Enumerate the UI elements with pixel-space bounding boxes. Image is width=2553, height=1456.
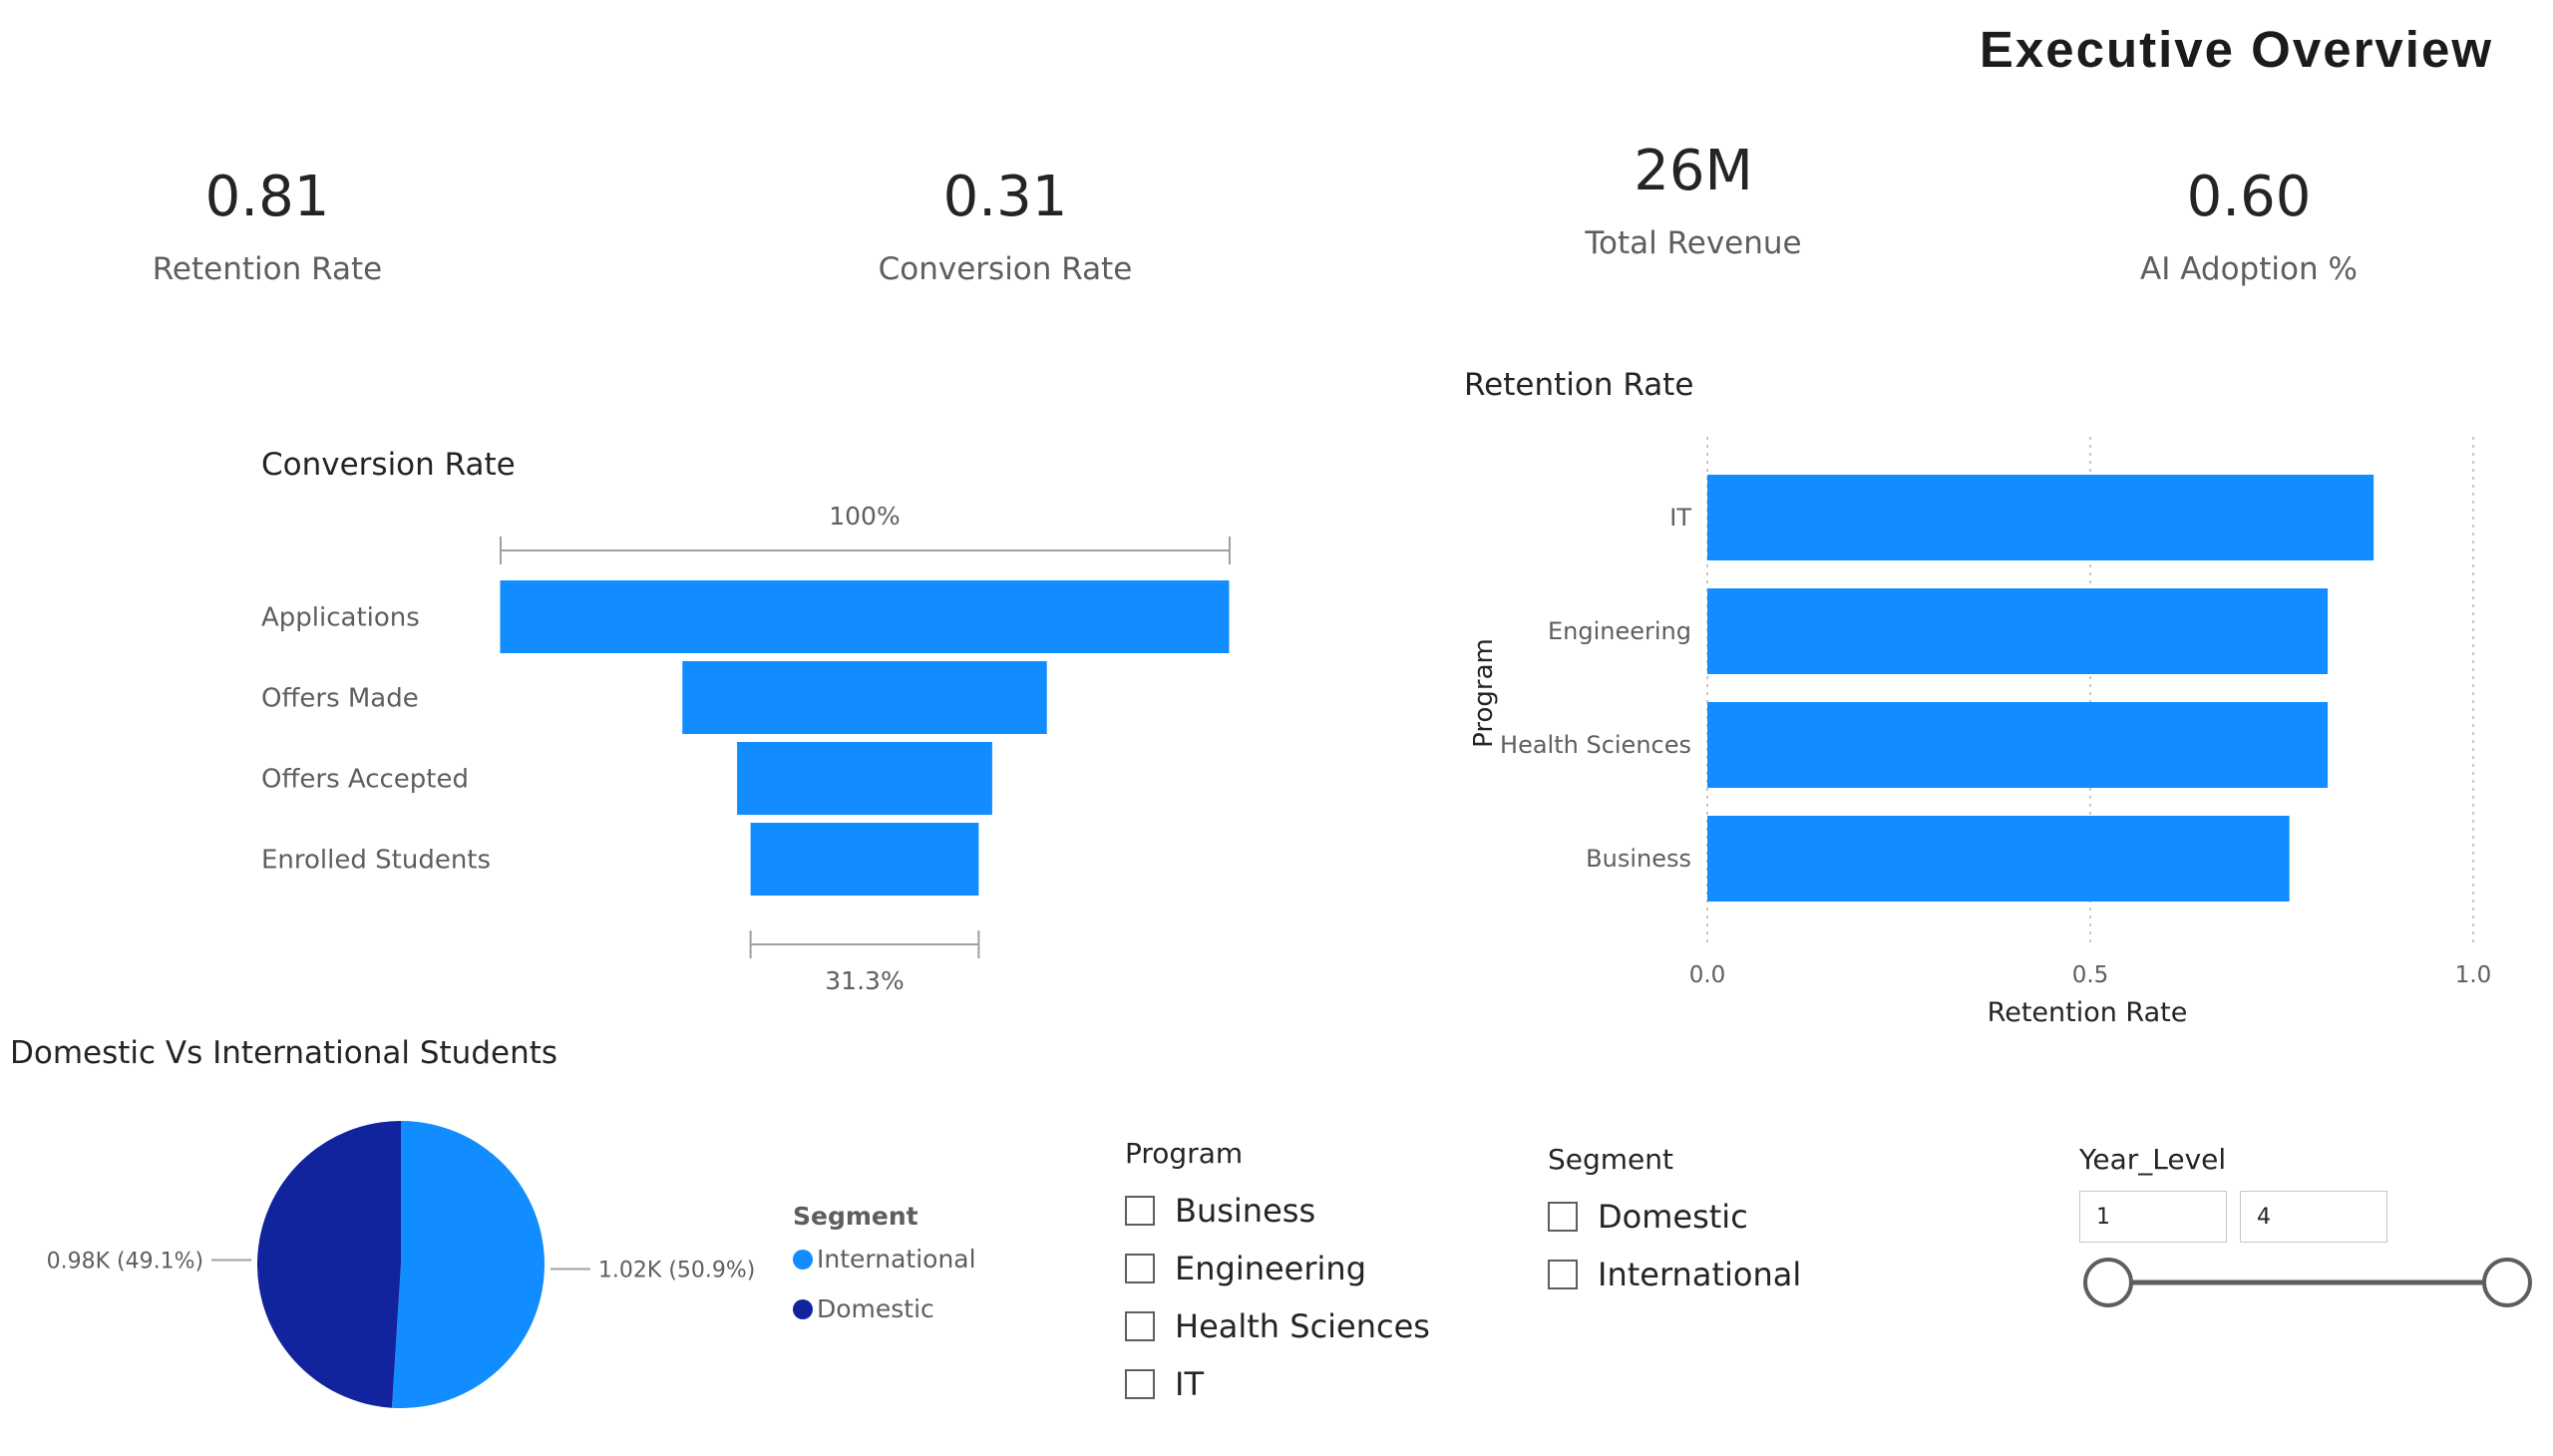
legend-dot-icon [793, 1250, 813, 1270]
pie-data-label: 0.98K (49.1%) [47, 1249, 203, 1274]
bar-x-tick-label: 0.5 [2072, 962, 2109, 988]
kpi-label: AI Adoption % [2140, 251, 2358, 287]
funnel-bottom-label: 31.3% [825, 966, 904, 995]
pie-slice [391, 1121, 546, 1408]
bar-y-axis-title: Program [1469, 638, 1499, 748]
page-title: Executive Overview [1979, 21, 2493, 78]
funnel-chart-title: Conversion Rate [261, 447, 516, 483]
checkbox[interactable] [1125, 1254, 1155, 1283]
pie-legend-title: Segment [793, 1202, 918, 1231]
bar [1707, 702, 2329, 788]
pie-chart-title: Domestic Vs International Students [10, 1035, 558, 1071]
funnel-chart: 100% 31.3% Applications Offers Made Offers… [261, 502, 1231, 995]
year-min-input[interactable]: 1 [2079, 1191, 2227, 1243]
option-label: Engineering [1175, 1250, 1366, 1287]
bar-chart-title: Retention Rate [1464, 367, 1694, 403]
checkbox[interactable] [1548, 1202, 1578, 1232]
slicer-option-health-sciences[interactable]: Health Sciences [1125, 1297, 1430, 1355]
option-label: Health Sciences [1175, 1307, 1430, 1345]
bar-x-tick-label: 1.0 [2455, 962, 2492, 988]
kpi-value: 0.60 [2186, 165, 2312, 229]
bar-y-tick-label: Engineering [1548, 617, 1691, 645]
funnel-top-label: 100% [829, 502, 900, 531]
bar-y-tick-label: Health Sciences [1500, 731, 1691, 759]
kpi-conversion-rate: 0.31 Conversion Rate [746, 165, 1265, 288]
funnel-stage-label: Offers Accepted [261, 765, 469, 795]
funnel-stage-label: Enrolled Students [261, 846, 491, 876]
slicer-option-business[interactable]: Business [1125, 1182, 1430, 1240]
year-max-input[interactable]: 4 [2240, 1191, 2387, 1243]
kpi-label: Total Revenue [1585, 225, 1802, 261]
bar [1707, 588, 2329, 674]
kpi-retention-rate: 0.81 Retention Rate [8, 165, 527, 288]
year-range-slider[interactable] [2074, 1255, 2543, 1310]
slicer-title: Program [1125, 1137, 1244, 1170]
program-slicer: Program Business Engineering Health Scie… [1125, 1137, 1430, 1413]
funnel-bar [737, 742, 992, 815]
option-label: International [1598, 1256, 1802, 1293]
slider-max-handle[interactable] [2482, 1258, 2532, 1307]
option-label: Domestic [1598, 1198, 1748, 1236]
bar [1707, 475, 2374, 560]
slicer-title: Year_Level [2079, 1143, 2227, 1176]
funnel-bar [500, 580, 1230, 653]
funnel-stage-label: Offers Made [261, 684, 419, 714]
kpi-label: Conversion Rate [878, 251, 1133, 287]
legend-label: Domestic [817, 1294, 934, 1323]
slicer-title: Segment [1548, 1143, 1673, 1176]
bar-x-axis-title: Retention Rate [1988, 997, 2188, 1028]
slicer-option-it[interactable]: IT [1125, 1355, 1430, 1413]
legend-dot-icon [793, 1299, 813, 1319]
retention-bar-chart: Program Retention Rate 0.0 0.5 1.0 IT Engine… [1469, 437, 2492, 1028]
kpi-value: 26M [1634, 139, 1753, 203]
kpi-value: 0.81 [204, 165, 330, 229]
checkbox[interactable] [1125, 1369, 1155, 1399]
slicer-option-domestic[interactable]: Domestic [1548, 1188, 1801, 1246]
option-label: IT [1175, 1365, 1204, 1403]
bar-y-tick-label: IT [1669, 504, 1691, 532]
slicer-option-international[interactable]: International [1548, 1246, 1801, 1303]
kpi-label: Retention Rate [152, 251, 383, 287]
legend-label: International [817, 1245, 976, 1274]
option-label: Business [1175, 1192, 1316, 1230]
funnel-bar [750, 823, 979, 896]
checkbox[interactable] [1125, 1311, 1155, 1341]
pie-data-label: 1.02K (50.9%) [598, 1259, 755, 1283]
checkbox[interactable] [1548, 1260, 1578, 1289]
bar-y-tick-label: Business [1586, 845, 1691, 873]
bar-x-tick-label: 0.0 [1689, 962, 1726, 988]
funnel-bar [682, 661, 1047, 734]
bar [1707, 816, 2290, 902]
checkbox[interactable] [1125, 1196, 1155, 1226]
legend-item-international[interactable]: International [793, 1245, 976, 1274]
year-level-slicer: Year_Level [2079, 1143, 2226, 1176]
kpi-value: 0.31 [942, 165, 1068, 229]
slicer-option-engineering[interactable]: Engineering [1125, 1240, 1430, 1297]
pie-slice [257, 1121, 401, 1408]
kpi-ai-adoption: 0.60 AI Adoption % [1990, 165, 2508, 288]
pie-chart: 1.02K (50.9%) 0.98K (49.1%) [47, 1121, 755, 1408]
funnel-stage-label: Applications [261, 603, 420, 633]
segment-slicer: Segment Domestic International [1548, 1143, 1801, 1303]
legend-item-domestic[interactable]: Domestic [793, 1294, 934, 1323]
kpi-total-revenue: 26M Total Revenue [1434, 139, 1953, 262]
slider-min-handle[interactable] [2083, 1258, 2133, 1307]
